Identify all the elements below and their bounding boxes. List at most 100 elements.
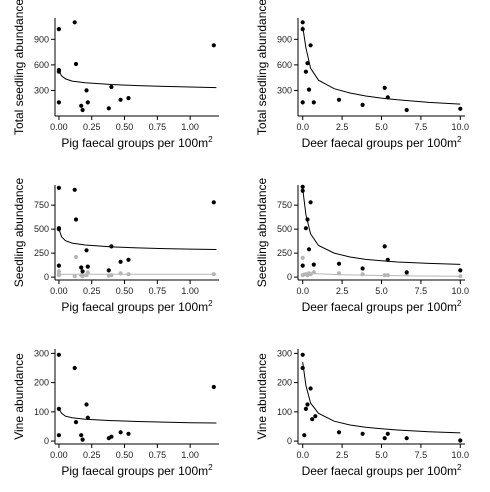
x-tick-label: 5.0: [375, 286, 388, 296]
data-point: [306, 247, 312, 252]
data-point: [313, 414, 318, 419]
data-point: [303, 69, 308, 74]
x-tick-label: 0.25: [83, 286, 101, 296]
x-tick-label: 10.0: [452, 122, 470, 132]
data-point: [300, 100, 305, 105]
data-point: [109, 434, 114, 439]
data-point: [126, 96, 131, 101]
x-tick-label: 7.5: [415, 286, 428, 296]
data-point: [72, 365, 77, 371]
data-point: [118, 97, 123, 102]
data-point: [382, 273, 387, 278]
y-axis-label: Seedling abundance: [255, 177, 269, 287]
data-point: [109, 84, 114, 90]
x-tick-label: 0.75: [149, 122, 167, 132]
data-point: [109, 273, 114, 278]
data-point: [300, 255, 305, 260]
panel-pig-vine: 0.00 0.25 0.50 0.75 1.00 0 100 200 300 Pig faecal…: [12, 348, 219, 478]
data-point: [56, 269, 62, 274]
y-tick-label: 250: [277, 248, 292, 258]
y-tick-label: 0: [287, 272, 292, 282]
x-tick-label: 10.0: [452, 286, 470, 296]
x-tick-label: 1.00: [181, 450, 199, 460]
data-point: [311, 262, 316, 267]
data-point: [305, 402, 310, 407]
panel-deer-total: 0.0 2.5 5.0 7.5 10.0 300 600 900 Deer faecal gro…: [255, 0, 469, 150]
data-point: [311, 270, 316, 275]
data-point: [80, 107, 85, 113]
data-point: [303, 226, 308, 231]
data-point: [85, 264, 90, 269]
data-point: [404, 270, 409, 275]
data-point: [458, 274, 463, 279]
data-point: [56, 352, 62, 357]
data-point: [73, 420, 79, 425]
y-tick-label: 600: [34, 60, 49, 70]
data-point: [72, 20, 77, 25]
data-point: [72, 274, 77, 279]
x-tick-label: 7.5: [415, 450, 428, 460]
data-point: [382, 436, 387, 441]
data-point: [106, 106, 111, 111]
data-point: [308, 43, 313, 48]
y-tick-label: 200: [277, 378, 292, 388]
data-point: [72, 187, 77, 192]
fitted-curve: [58, 408, 217, 424]
x-tick-label: 0.50: [116, 122, 134, 132]
data-point: [300, 184, 305, 189]
fitted-curve: [302, 272, 461, 277]
x-tick-label: 5.0: [375, 450, 388, 460]
data-point: [360, 431, 365, 436]
data-point: [308, 200, 313, 205]
y-axis-label: Seedling abundance: [12, 177, 26, 287]
y-tick-label: 500: [277, 224, 292, 234]
y-tick-label: 750: [34, 200, 49, 210]
x-axis-label: Pig faecal groups per 100m2: [61, 463, 213, 478]
data-point: [404, 107, 409, 113]
x-tick-label: 1.00: [181, 122, 199, 132]
data-point: [56, 433, 62, 438]
y-tick-label: 300: [34, 85, 49, 95]
data-point: [302, 433, 307, 438]
y-axis-label: Total seedling abundance: [12, 0, 26, 135]
data-point: [360, 266, 365, 271]
data-point: [385, 273, 390, 278]
x-tick-label: 0.50: [116, 450, 134, 460]
data-point: [80, 437, 85, 442]
data-point: [126, 272, 131, 277]
x-tick-label: 0.00: [50, 122, 68, 132]
data-point: [382, 244, 387, 249]
fitted-curve: [58, 70, 217, 89]
data-point: [385, 95, 390, 100]
data-point: [73, 61, 79, 67]
x-tick-label: 7.5: [415, 122, 428, 132]
data-point: [360, 102, 365, 107]
data-point: [336, 271, 342, 276]
data-point: [56, 69, 62, 74]
panel-deer-seedling: 0.0 2.5 5.0 7.5 10.0 0 250 500 750 Deer faecal gr…: [255, 177, 469, 314]
data-point: [106, 268, 111, 273]
x-tick-label: 0.75: [149, 450, 167, 460]
panel-deer-vine: 0.0 2.5 5.0 7.5 10.0 0 100 200 300 Deer faecal gr…: [255, 348, 469, 478]
data-point: [385, 431, 390, 436]
fitted-curve: [302, 188, 461, 265]
y-tick-label: 900: [277, 34, 292, 44]
data-point: [382, 85, 387, 90]
y-tick-label: 100: [277, 407, 292, 417]
y-axis-label: Vine abundance: [255, 353, 269, 440]
data-point: [118, 271, 123, 276]
data-point: [56, 100, 62, 105]
y-tick-label: 300: [277, 348, 292, 358]
data-point: [56, 185, 62, 190]
data-point: [118, 430, 123, 435]
data-point: [300, 352, 305, 357]
x-tick-label: 2.5: [336, 286, 349, 296]
fitted-curve: [58, 228, 217, 250]
data-point: [79, 433, 84, 438]
data-point: [336, 430, 342, 435]
y-tick-label: 0: [44, 436, 49, 446]
x-axis-label: Deer faecal groups per 100m2: [302, 463, 462, 478]
y-axis-label: Total seedling abundance: [255, 0, 269, 135]
data-point: [56, 406, 62, 411]
data-point: [211, 384, 216, 390]
